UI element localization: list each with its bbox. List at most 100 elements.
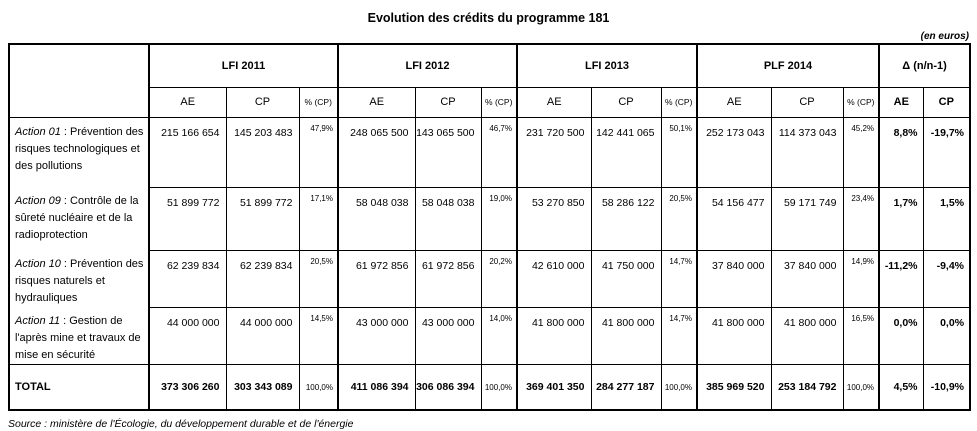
table-cell: -11,2% [878, 249, 924, 308]
table-cell: 41 800 000 [516, 306, 592, 366]
table-cell: 114 373 043 [770, 116, 844, 188]
table-cell: 253 184 792 [770, 364, 844, 411]
total-label: TOTAL [8, 364, 150, 411]
table-cell: 47,9% [298, 116, 339, 188]
table-row-action-10: Action 10 : Prévention des risques natur… [8, 249, 971, 308]
table-cell: 373 306 260 [148, 364, 227, 411]
table-cell: 14,5% [298, 306, 339, 366]
table-cell: 14,7% [660, 249, 698, 308]
table-cell: 20,2% [480, 249, 518, 308]
table-cell: 100,0% [842, 364, 880, 411]
col-header-cp: CP [414, 86, 482, 118]
table-cell: 385 969 520 [696, 364, 772, 411]
row-label: Action 01 : Prévention des risques techn… [8, 117, 150, 187]
table-cell: 42 610 000 [516, 249, 592, 308]
row-label: Action 09 : Contrôle de la sûreté nucléa… [8, 187, 150, 250]
table-cell: 59 171 749 [770, 186, 844, 251]
col-header-pct-cp: % (CP) [298, 86, 339, 118]
table-cell: 61 972 856 [337, 249, 416, 308]
table-cell: 58 048 038 [337, 186, 416, 251]
table-cell: 1,5% [922, 186, 971, 251]
page-title: Evolution des crédits du programme 181 [367, 11, 610, 25]
action-title: : Prévention des risques technologiques … [15, 125, 144, 172]
table-cell: -9,4% [922, 249, 971, 308]
table-cell: 43 000 000 [414, 306, 482, 366]
table-cell: 284 277 187 [590, 364, 662, 411]
source-note: Source : ministère de l'Écologie, du dév… [8, 417, 354, 430]
table-cell: 4,5% [878, 364, 924, 411]
col-header-ae: AE [337, 86, 416, 118]
table-cell: 41 750 000 [590, 249, 662, 308]
sub-header-row: AE CP % (CP) AE CP % (CP) AE CP % (CP) A… [9, 86, 971, 118]
table-cell: 37 840 000 [696, 249, 772, 308]
table-cell: 20,5% [298, 249, 339, 308]
table-cell: 37 840 000 [770, 249, 844, 308]
action-title: : Contrôle de la sûreté nucléaire et de … [15, 195, 139, 242]
col-header-cp: CP [770, 86, 844, 118]
table-cell: 306 086 394 [414, 364, 482, 411]
table-cell: 53 270 850 [516, 186, 592, 251]
table-cell: 54 156 477 [696, 186, 772, 251]
table-cell: 45,2% [842, 116, 880, 188]
table-cell: -19,7% [922, 116, 971, 188]
col-header-pct-cp: % (CP) [842, 86, 880, 118]
table-cell: 58 048 038 [414, 186, 482, 251]
row-label: Action 11 : Gestion de l'après mine et t… [8, 307, 150, 365]
table-cell: 100,0% [480, 364, 518, 411]
table-cell: 20,5% [660, 186, 698, 251]
table-cell: 303 343 089 [225, 364, 300, 411]
table-cell: 50,1% [660, 116, 698, 188]
table-cell: 142 441 065 [590, 116, 662, 188]
col-header-pct-cp: % (CP) [480, 86, 518, 118]
table-cell: 19,0% [480, 186, 518, 251]
table-cell: 143 065 500 [414, 116, 482, 188]
table-cell: 51 899 772 [225, 186, 300, 251]
table-row-action-11: Action 11 : Gestion de l'après mine et t… [8, 306, 971, 366]
col-group-lfi-2012: LFI 2012 [337, 43, 518, 88]
action-title: : Prévention des risques naturels et hyd… [15, 258, 144, 305]
table-cell: 100,0% [298, 364, 339, 411]
table-cell: 58 286 122 [590, 186, 662, 251]
group-header-row: LFI 2011 LFI 2012 LFI 2013 PLF 2014 Δ (n… [8, 43, 971, 118]
col-group-delta: Δ (n/n-1) [878, 43, 971, 88]
action-number: Action 11 [15, 315, 61, 328]
col-group-plf-2014: PLF 2014 [695, 43, 880, 88]
table-cell: 14,7% [660, 306, 698, 366]
table-cell: 51 899 772 [148, 186, 227, 251]
table-cell: 14,0% [480, 306, 518, 366]
action-number: Action 01 [15, 125, 61, 138]
table-cell: 16,5% [842, 306, 880, 366]
table-cell: 23,4% [842, 186, 880, 251]
col-header-delta-cp: CP [922, 86, 971, 118]
table-cell: 43 000 000 [337, 306, 416, 366]
col-header-cp: CP [225, 86, 300, 118]
table-cell: 61 972 856 [414, 249, 482, 308]
col-header-delta-ae: AE [878, 86, 924, 118]
table-cell: 100,0% [660, 364, 698, 411]
col-group-lfi-2013: LFI 2013 [516, 43, 698, 88]
action-number: Action 10 [15, 258, 61, 270]
table-cell: -10,9% [922, 364, 971, 411]
table-cell: 145 203 483 [225, 116, 300, 188]
col-header-cp: CP [590, 86, 662, 118]
table-cell: 0,0% [878, 306, 924, 366]
table-row-action-09: Action 09 : Contrôle de la sûreté nucléa… [8, 186, 971, 251]
table-cell: 252 173 043 [696, 116, 772, 188]
table-row-total: TOTAL 373 306 260 303 343 089 100,0% 411… [8, 364, 971, 411]
table-cell: 62 239 834 [225, 249, 300, 308]
col-header-pct-cp: % (CP) [660, 86, 698, 118]
table-row-action-01: Action 01 : Prévention des risques techn… [8, 116, 971, 188]
table-cell: 17,1% [298, 186, 339, 251]
table-cell: 8,8% [878, 116, 924, 188]
table-cell: 41 800 000 [696, 306, 772, 366]
table-cell: 44 000 000 [148, 306, 227, 366]
col-group-lfi-2011: LFI 2011 [148, 43, 339, 88]
col-header-ae: AE [516, 86, 592, 118]
table-cell: 215 166 654 [148, 116, 227, 188]
action-number: Action 09 [15, 195, 61, 207]
table-cell: 41 800 000 [770, 306, 844, 366]
credits-table: LFI 2011 LFI 2012 LFI 2013 PLF 2014 Δ (n… [8, 43, 972, 411]
table-cell: 369 401 350 [516, 364, 592, 411]
table-cell: 62 239 834 [148, 249, 227, 308]
